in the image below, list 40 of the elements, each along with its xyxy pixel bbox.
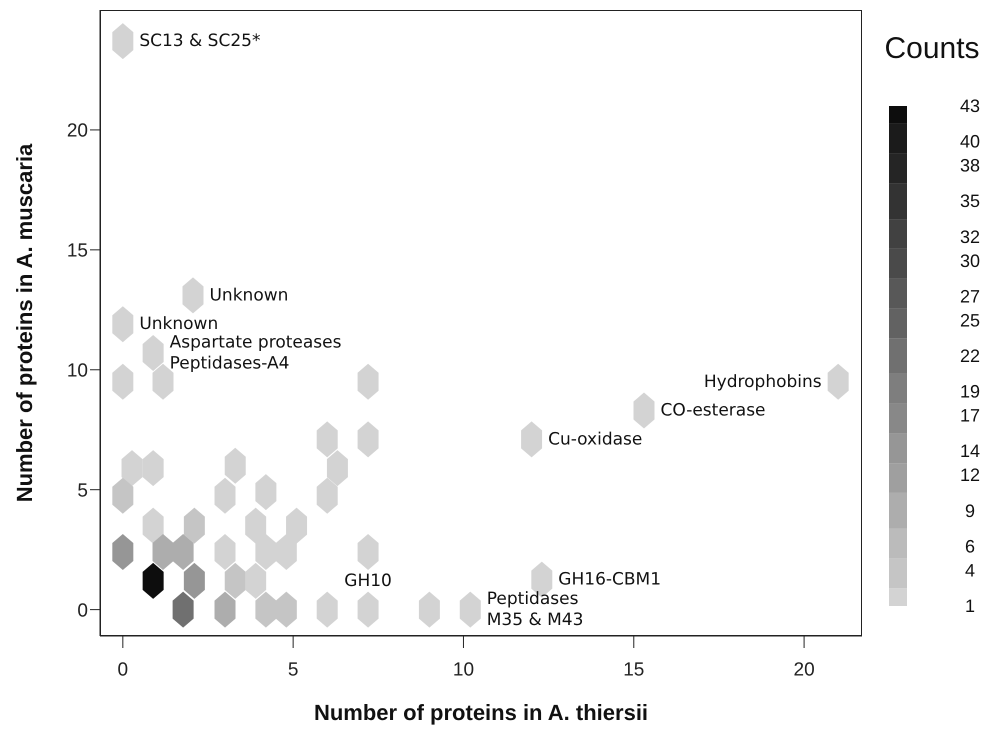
color-bar-label: 32 <box>960 226 980 247</box>
color-bar-label: 14 <box>960 441 980 462</box>
color-bar-label: 40 <box>960 132 980 152</box>
color-bar-label: 38 <box>960 156 980 176</box>
color-bar-title: Counts <box>884 32 980 65</box>
annotation: GH16-CBM1 <box>558 570 662 590</box>
y-tick-label: 5 <box>77 480 88 502</box>
color-bar-label: 43 <box>960 96 980 116</box>
color-bar-label: 1 <box>964 596 976 616</box>
color-bar-label: 19 <box>960 382 980 402</box>
annotation: Unknown <box>209 285 288 306</box>
color-bar-label: 9 <box>964 500 976 521</box>
x-tick-label: 5 <box>288 659 298 680</box>
annotation: Cu-oxidase <box>548 429 642 450</box>
annotation: Aspartate proteases Peptidases-A4 <box>170 332 342 374</box>
annotation: Unknown <box>139 314 218 334</box>
y-tick-label: 10 <box>66 360 88 382</box>
annotation: Hydrophobins <box>704 372 822 392</box>
y-tick-label: 0 <box>77 600 88 622</box>
annotation: CO-esterase <box>660 400 766 421</box>
x-tick-label: 10 <box>452 659 474 680</box>
annotation: Peptidases M35 & M43 <box>486 589 584 630</box>
color-bar-label: 35 <box>960 191 980 212</box>
color-bar-label: 30 <box>960 250 980 271</box>
x-tick-label: 20 <box>794 659 815 680</box>
x-axis-title: Number of proteins in A. thiersii <box>314 700 648 725</box>
x-tick-label: 0 <box>118 659 128 680</box>
color-bar-label: 25 <box>960 310 980 330</box>
y-tick-label: 15 <box>66 240 88 262</box>
color-bar-label: 4 <box>964 560 976 580</box>
color-bar-label: 17 <box>960 406 980 426</box>
color-bar-label: 12 <box>960 465 980 486</box>
color-bar-label: 22 <box>960 346 980 366</box>
color-bar-label: 6 <box>964 536 976 556</box>
x-tick-label: 15 <box>623 659 644 680</box>
annotation: GH10 <box>344 571 392 592</box>
annotation: SC13 & SC25* <box>139 31 260 52</box>
y-tick-label: 20 <box>66 120 88 142</box>
color-bar-label: 27 <box>960 286 980 306</box>
y-axis-title: Number of proteins in A. muscaria <box>12 142 37 502</box>
